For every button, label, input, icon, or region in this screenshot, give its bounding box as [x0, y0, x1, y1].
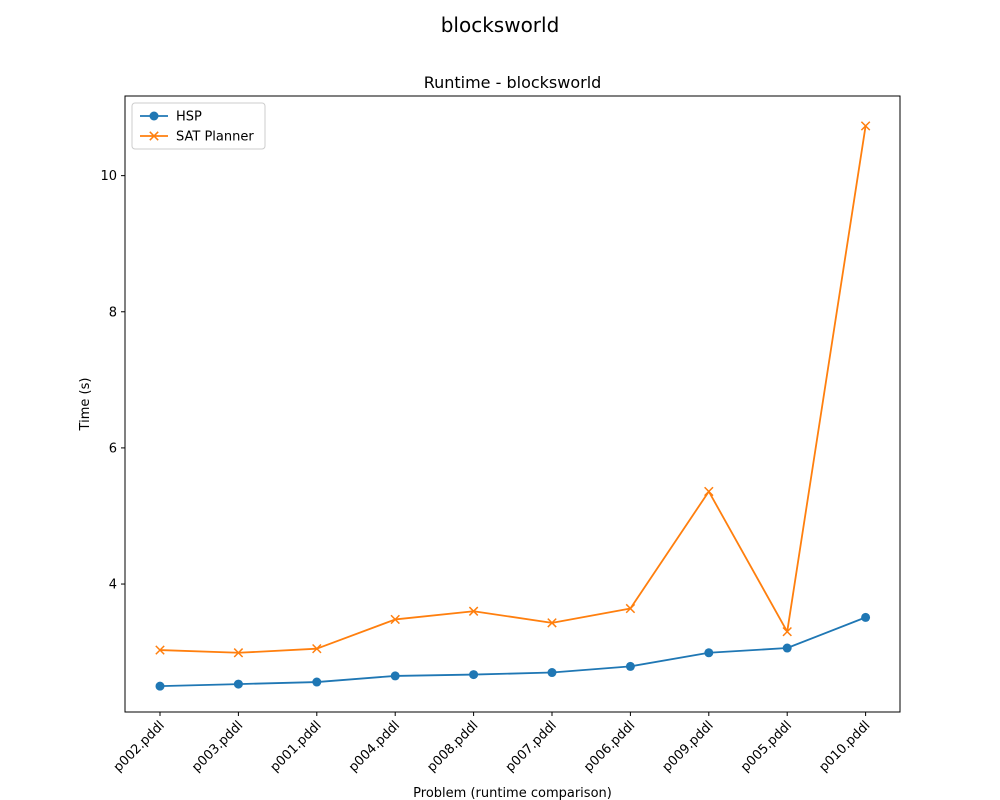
data-point [704, 648, 713, 657]
x-tick-label: p003.pddl [189, 718, 246, 775]
data-point [156, 682, 165, 691]
data-point [861, 613, 870, 622]
x-axis-label: Problem (runtime comparison) [413, 786, 612, 800]
y-axis-ticks: 4 6 8 10 [100, 169, 125, 592]
x-tick-label: p007.pddl [503, 718, 560, 775]
y-axis-label: Time (s) [78, 378, 93, 432]
data-point [705, 487, 713, 495]
x-tick-label: p001.pddl [268, 718, 325, 775]
x-tick-label: p010.pddl [816, 718, 873, 775]
x-tick-label: p004.pddl [346, 718, 403, 775]
data-point [391, 671, 400, 680]
x-tick-label: p002.pddl [111, 718, 168, 775]
data-point [469, 670, 478, 679]
x-tick-label: p006.pddl [581, 718, 638, 775]
legend-label: SAT Planner [176, 130, 254, 145]
legend-label: HSP [176, 110, 202, 125]
legend: HSP SAT Planner [132, 103, 265, 149]
series-sat-planner [156, 122, 870, 657]
data-point [783, 644, 792, 653]
legend-marker [150, 112, 159, 121]
x-tick-label: p005.pddl [738, 718, 795, 775]
y-tick-label: 6 [109, 441, 117, 456]
series-line [160, 126, 866, 653]
data-point [234, 680, 243, 689]
x-tick-label: p008.pddl [424, 718, 481, 775]
chart-suptitle: blocksworld [441, 13, 560, 37]
y-tick-label: 4 [109, 578, 117, 593]
x-axis-ticks: p002.pddl p003.pddl p001.pddl p004.pddl p008… [111, 712, 874, 775]
x-tick-label: p009.pddl [660, 718, 717, 775]
data-point [548, 668, 557, 677]
chart-title: Runtime - blocksworld [424, 73, 602, 92]
data-point [626, 662, 635, 671]
y-tick-label: 8 [109, 305, 117, 320]
y-tick-label: 10 [100, 169, 117, 184]
series-layer [156, 122, 871, 691]
data-point [312, 678, 321, 687]
plot-area [125, 96, 900, 712]
